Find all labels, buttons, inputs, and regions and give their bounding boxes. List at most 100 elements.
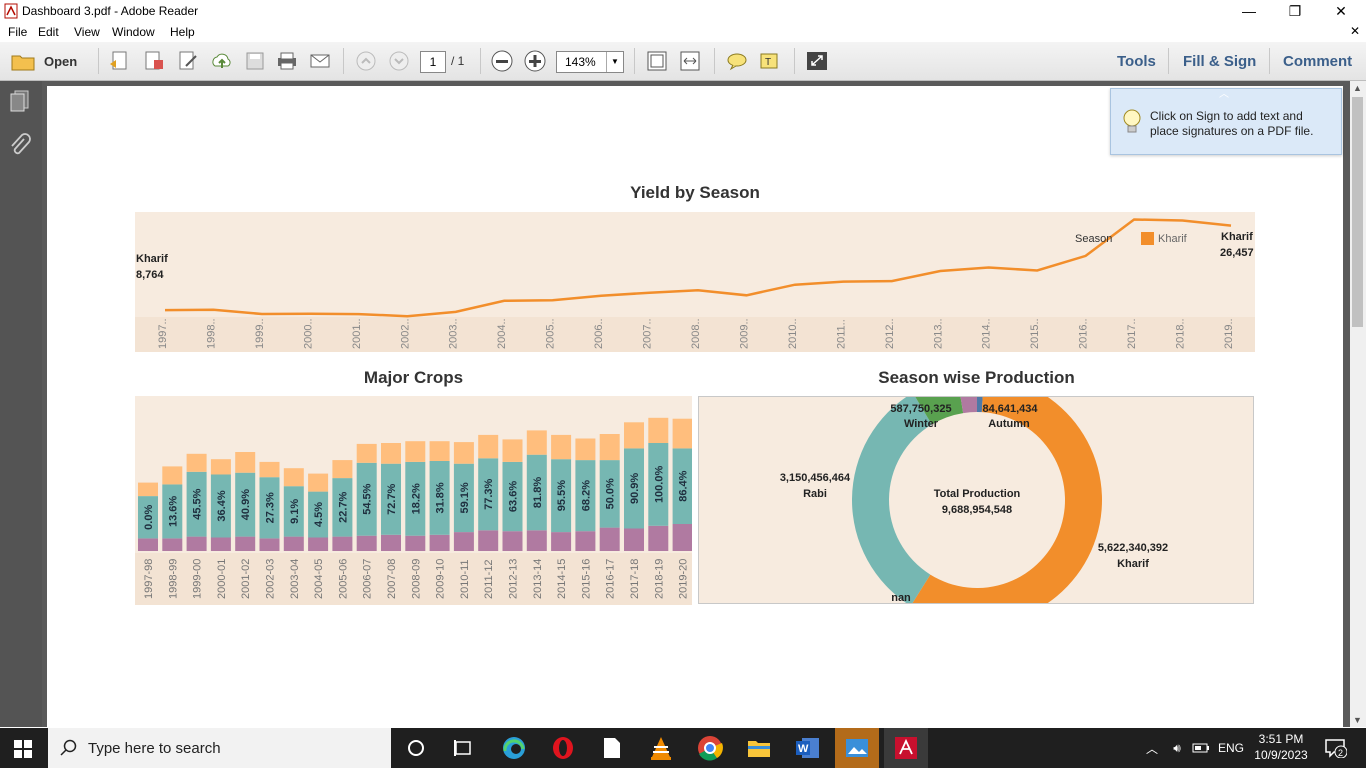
season-chart-title: Season wise Production: [878, 368, 1075, 387]
fullscreen-icon[interactable]: [805, 50, 829, 72]
vertical-scrollbar[interactable]: ▲ ▼: [1350, 81, 1366, 727]
bar-segment: [478, 530, 499, 551]
fill-sign-tab[interactable]: Fill & Sign: [1183, 53, 1257, 70]
notifications-icon[interactable]: 2: [1320, 728, 1352, 768]
open-button[interactable]: Open: [44, 54, 78, 69]
bar-segment: [259, 477, 280, 539]
search-placeholder: Type here to search: [88, 740, 221, 757]
close-button[interactable]: ✕: [1335, 2, 1347, 19]
page-number-input[interactable]: 1: [420, 51, 446, 73]
bar-segment: [138, 496, 158, 539]
zoom-out-icon[interactable]: [490, 50, 514, 72]
taskbar-search[interactable]: Type here to search: [48, 728, 391, 768]
vlc-icon[interactable]: [639, 732, 683, 764]
notification-count: 2: [1338, 748, 1343, 758]
page-thumbnails-icon[interactable]: [8, 89, 32, 113]
menu-help[interactable]: Help: [170, 25, 195, 39]
task-view-icon[interactable]: [441, 732, 485, 764]
edit-pdf-icon[interactable]: [176, 50, 200, 72]
comment-tab[interactable]: Comment: [1283, 53, 1353, 70]
previous-page-icon[interactable]: [354, 50, 378, 72]
create-pdf-icon[interactable]: [108, 50, 132, 72]
adobe-reader-taskbar-icon[interactable]: [884, 728, 928, 768]
fit-width-icon[interactable]: [678, 50, 702, 72]
zoom-select[interactable]: 143% ▼: [556, 51, 624, 73]
bar-segment: [308, 537, 329, 551]
bar-data-label: 18.2%: [410, 483, 422, 514]
bar-segment: [356, 535, 377, 551]
x-tick-label: 2006-07: [362, 559, 374, 599]
x-tick-label: 2004-05: [313, 559, 325, 599]
battery-icon[interactable]: [1190, 728, 1212, 768]
word-icon[interactable]: W: [786, 732, 830, 764]
bar-segment: [381, 443, 401, 464]
restore-button[interactable]: ❐: [1288, 2, 1302, 19]
bar-data-label: 77.3%: [483, 478, 495, 509]
bar-segment: [332, 460, 353, 479]
x-tick-label: 2011-12: [483, 559, 495, 599]
x-tick-label: 2010..: [787, 318, 799, 349]
menu-file[interactable]: File: [8, 25, 28, 39]
slice-nan: [960, 397, 977, 414]
cortana-icon[interactable]: [394, 732, 438, 764]
bar-segment: [648, 525, 669, 551]
chevron-up-icon[interactable]: ︿: [1145, 741, 1158, 756]
x-tick-label: 2018-19: [653, 559, 665, 599]
windows-start-icon[interactable]: [14, 740, 32, 758]
print-icon[interactable]: [275, 50, 299, 72]
save-icon[interactable]: [243, 50, 267, 72]
bar-segment: [575, 531, 596, 551]
file-explorer-icon[interactable]: [737, 732, 781, 764]
menu-edit[interactable]: Edit: [38, 25, 59, 39]
bar-segment: [162, 466, 183, 485]
chevron-down-icon[interactable]: ▼: [606, 52, 623, 72]
svg-text:W: W: [798, 743, 809, 755]
photos-app-icon[interactable]: [835, 728, 879, 768]
bar-segment: [648, 443, 669, 526]
export-pdf-icon[interactable]: [142, 50, 166, 72]
clock[interactable]: 3:51 PM 10/9/2023: [1248, 731, 1314, 763]
navigation-panel: [0, 81, 42, 727]
upload-cloud-icon[interactable]: [210, 50, 234, 72]
bar-segment: [259, 538, 280, 551]
zoom-in-icon[interactable]: [523, 50, 547, 72]
opera-browser-icon[interactable]: [541, 732, 585, 764]
tools-tab[interactable]: Tools: [1117, 53, 1156, 70]
next-page-icon[interactable]: [387, 50, 411, 72]
attachments-icon[interactable]: [8, 133, 32, 159]
bar-segment: [283, 536, 304, 551]
bar-segment: [259, 461, 280, 478]
minimize-button[interactable]: —: [1242, 3, 1256, 19]
fit-page-icon[interactable]: [645, 50, 669, 72]
close-document-icon[interactable]: ✕: [1349, 24, 1360, 38]
x-tick-label: 2013..: [932, 318, 944, 349]
bar-data-label: 36.4%: [216, 490, 228, 521]
scroll-down-arrow-icon[interactable]: ▼: [1353, 715, 1362, 725]
x-tick-label: 2002-03: [265, 559, 277, 599]
language-indicator[interactable]: ENG: [1217, 741, 1244, 755]
scrollbar-thumb[interactable]: [1352, 97, 1363, 327]
bar-segment: [575, 460, 596, 532]
bar-segment: [453, 442, 474, 464]
sticky-note-icon[interactable]: [725, 50, 749, 72]
edge-browser-icon[interactable]: [492, 732, 536, 764]
x-tick-label: 2001..: [351, 318, 363, 349]
bar-segment: [210, 459, 231, 475]
tooltip-chevron-up-icon[interactable]: ︿: [1219, 89, 1229, 100]
bar-segment: [624, 448, 644, 529]
x-tick-label: 1998..: [205, 318, 217, 349]
highlight-text-icon[interactable]: T: [758, 50, 782, 72]
crops-chart-svg: 0.0% 1997-98 13.6% 1998-99 45.5% 1999-00 36.4%…: [135, 417, 693, 605]
menu-window[interactable]: Window: [112, 25, 155, 39]
bar-data-label: 81.8%: [532, 477, 544, 508]
menu-view[interactable]: View: [74, 25, 100, 39]
bar-segment: [453, 463, 474, 533]
file-icon[interactable]: [590, 732, 634, 764]
email-icon[interactable]: [308, 50, 332, 72]
chrome-icon[interactable]: [688, 732, 732, 764]
scroll-up-arrow-icon[interactable]: ▲: [1353, 83, 1362, 93]
toolbar: Open 1 / 1 143% ▼ T Tools Fill & Sign Com…: [0, 42, 1366, 81]
open-folder-icon[interactable]: [10, 50, 36, 72]
bar-segment: [308, 491, 329, 538]
volume-icon[interactable]: 🔊︎: [1173, 740, 1181, 755]
